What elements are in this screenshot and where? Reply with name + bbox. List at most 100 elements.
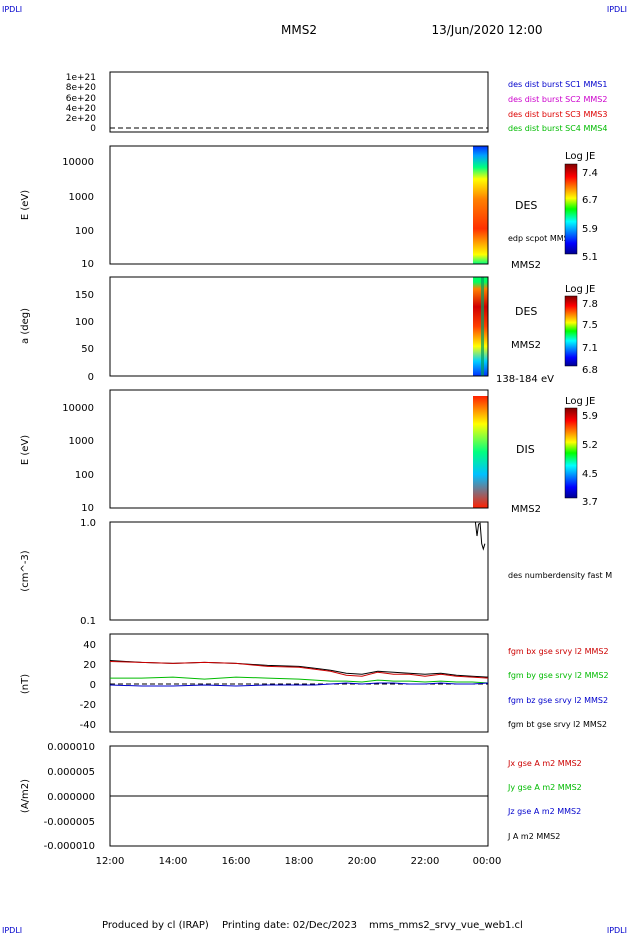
- des-energy-ytick: 100: [75, 226, 94, 237]
- dis-energy-ytick: 1000: [69, 436, 94, 447]
- des-pitch-label2: MMS2: [511, 340, 541, 351]
- des-energy-ytick: 1000: [69, 192, 94, 203]
- density-legend: des numberdensity fast M: [508, 571, 612, 580]
- burst-legend-mms3: des dist burst SC3 MMS3: [508, 110, 607, 119]
- corner-label-tr: IPDLI: [607, 5, 627, 14]
- density-series-line: [474, 521, 486, 551]
- colorbar-tick: 6.8: [582, 365, 598, 376]
- footer-produced-by: Produced by cl (IRAP): [102, 920, 209, 931]
- dis-energy-label: DIS: [516, 443, 535, 456]
- current-ytick: -0.000010: [44, 841, 95, 852]
- colorbar-tick: 7.8: [582, 299, 598, 310]
- burst-legend-mms1: des dist burst SC1 MMS1: [508, 80, 607, 89]
- corner-label-br: IPDLI: [607, 926, 627, 934]
- time-tick-label: 18:00: [285, 856, 314, 867]
- dis-energy-spectrogram: [473, 396, 488, 508]
- density-ytick: 1.0: [80, 518, 96, 529]
- panel-bfield: (nT) 40 20 0 -20 -40 fgm bx gse srvy l2 …: [20, 633, 609, 733]
- colorbar-title: Log JE: [565, 396, 595, 407]
- current-ytick: 0.000005: [47, 767, 95, 778]
- bfield-ytick: -20: [80, 700, 96, 711]
- footer-filename: mms_mms2_srvy_vue_web1.cl: [369, 920, 523, 931]
- des-energy-label: DES: [515, 199, 537, 212]
- bx-series-line: [109, 661, 489, 679]
- time-tick-label: 22:00: [411, 856, 440, 867]
- bfield-ytick: 0: [90, 680, 96, 691]
- colorbar-title: Log JE: [565, 284, 595, 295]
- des-pitch-ytick: 0: [88, 372, 94, 383]
- time-tick-label: 14:00: [159, 856, 188, 867]
- density-ylabel: (cm^-3): [20, 550, 31, 591]
- time-tick-label: 20:00: [348, 856, 377, 867]
- des-energy-ytick: 10000: [62, 157, 94, 168]
- time-axis: 12:00 14:00 16:00 18:00 20:00 22:00 00:0…: [96, 856, 502, 867]
- current-ytick: 0.000000: [47, 792, 95, 803]
- bfield-ytick: 20: [83, 660, 96, 671]
- page-datetime: 13/Jun/2020 12:00: [431, 23, 542, 37]
- current-legend-j: J A m2 MMS2: [507, 832, 560, 841]
- current-ytick: -0.000005: [44, 817, 95, 828]
- current-ytick: 0.000010: [47, 742, 95, 753]
- burst-ytick: 2e+20: [66, 114, 97, 124]
- bfield-legend-by: fgm by gse srvy l2 MMS2: [508, 671, 609, 680]
- colorbar-tick: 7.4: [582, 168, 598, 179]
- panel-density: (cm^-3) 1.0 0.1 des numberdensity fast M: [20, 518, 612, 627]
- dis-energy-ylabel: E (eV): [20, 435, 31, 465]
- panel-burst: 1e+21 8e+20 6e+20 4e+20 2e+20 0 des dist…: [66, 71, 607, 134]
- current-legend-jz: Jz gse A m2 MMS2: [507, 807, 581, 816]
- des-pitch-ytick: 150: [75, 290, 94, 301]
- panel-des-energy: E (eV) 10000 1000 100 10 DES edp scpot M…: [20, 145, 598, 271]
- current-legend-jx: Jx gse A m2 MMS2: [507, 759, 582, 768]
- colorbar-tick: 7.5: [582, 320, 598, 331]
- panel-dis-energy: E (eV) 10000 1000 100 10 DIS MMS2 Log JE…: [20, 389, 598, 515]
- burst-legend-mms4: des dist burst SC4 MMS4: [508, 124, 607, 133]
- bfield-legend-bx: fgm bx gse srvy l2 MMS2: [508, 647, 609, 656]
- burst-ytick: 6e+20: [66, 94, 97, 104]
- colorbar-tick: 4.5: [582, 469, 598, 480]
- current-ylabel: (A/m2): [20, 779, 31, 813]
- dis-energy-ytick: 10000: [62, 403, 94, 414]
- burst-ytick: 1e+21: [66, 73, 96, 83]
- des-pitch-label3: 138-184 eV: [496, 374, 554, 385]
- des-pitch-ytick: 100: [75, 317, 94, 328]
- dis-energy-ytick: 10: [81, 503, 94, 514]
- des-energy-ytick: 10: [81, 259, 94, 270]
- colorbar: [564, 295, 578, 367]
- bfield-legend-bz: fgm bz gse srvy l2 MMS2: [508, 696, 608, 705]
- density-ytick: 0.1: [80, 616, 96, 627]
- bfield-ytick: -40: [80, 720, 96, 731]
- colorbar-tick: 7.1: [582, 343, 598, 354]
- colorbar-tick: 5.9: [582, 411, 598, 422]
- panel-des-pitch: a (deg) 150 100 50 0 DES MMS2 138-184 eV…: [20, 276, 598, 385]
- des-pitch-spectrogram: [473, 277, 488, 376]
- page-title: MMS2: [281, 23, 317, 37]
- des-energy-label2: edp scpot MMS2: [508, 234, 574, 243]
- bz-series-line: [109, 682, 489, 687]
- corner-label-bl: IPDLI: [2, 926, 22, 934]
- dis-energy-ytick: 100: [75, 470, 94, 481]
- des-energy-spectrogram: [473, 146, 488, 264]
- des-pitch-label: DES: [515, 305, 537, 318]
- colorbar-tick: 5.9: [582, 224, 598, 235]
- burst-ytick: 8e+20: [66, 83, 97, 93]
- colorbar-title: Log JE: [565, 151, 595, 162]
- des-energy-label3: MMS2: [511, 260, 541, 271]
- dis-energy-label2: MMS2: [511, 504, 541, 515]
- colorbar-tick: 5.2: [582, 440, 598, 451]
- burst-legend-mms2: des dist burst SC2 MMS2: [508, 95, 607, 104]
- bfield-legend-bt: fgm bt gse srvy l2 MMS2: [508, 720, 607, 729]
- des-pitch-ytick: 50: [81, 344, 94, 355]
- des-pitch-ylabel: a (deg): [20, 308, 31, 344]
- colorbar: [564, 407, 578, 499]
- des-energy-ylabel: E (eV): [20, 190, 31, 220]
- current-legend-jy: Jy gse A m2 MMS2: [507, 783, 582, 792]
- burst-ytick: 4e+20: [66, 104, 97, 114]
- bfield-ylabel: (nT): [20, 674, 31, 694]
- footer-printing-date: Printing date: 02/Dec/2023: [222, 920, 357, 931]
- colorbar-tick: 5.1: [582, 252, 598, 263]
- corner-label-tl: IPDLI: [2, 5, 22, 14]
- time-tick-label: 00:00: [473, 856, 502, 867]
- panel-current: (A/m2) 0.000010 0.000005 0.000000 -0.000…: [20, 742, 582, 852]
- colorbar-tick: 6.7: [582, 195, 598, 206]
